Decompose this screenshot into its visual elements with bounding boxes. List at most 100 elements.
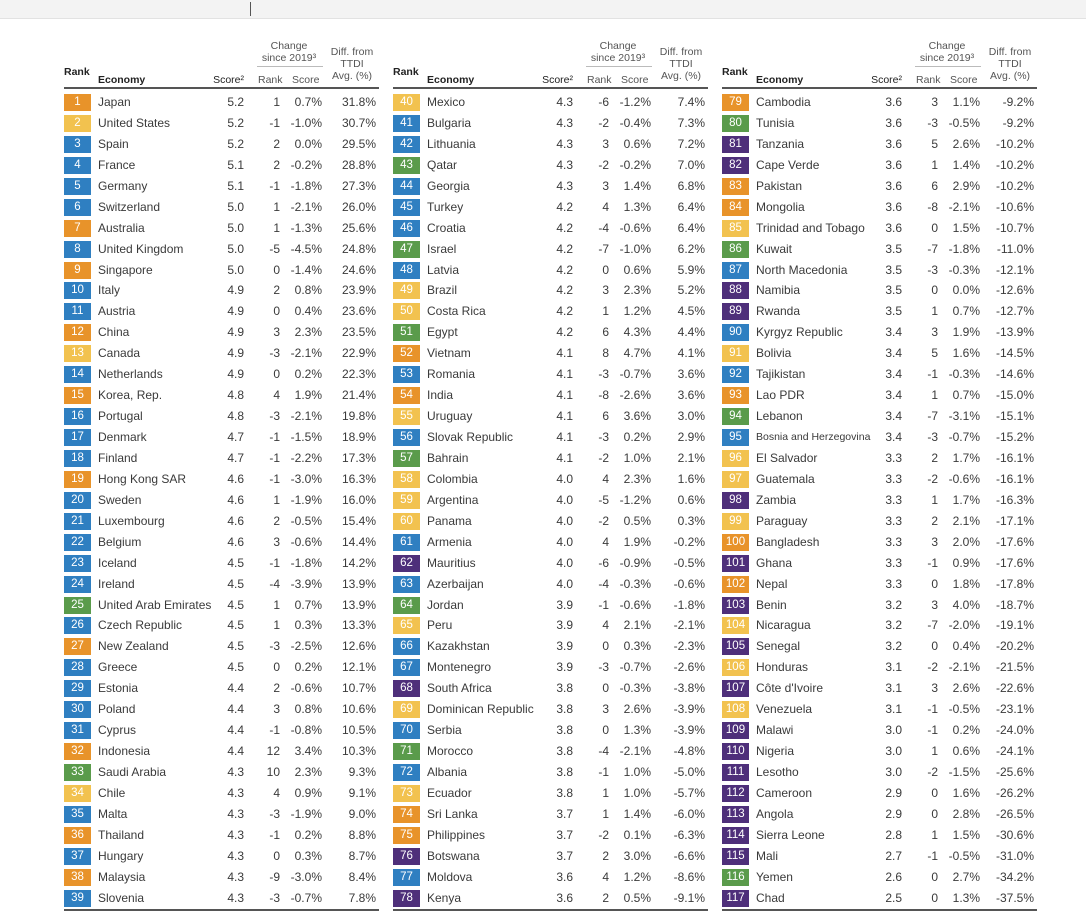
rank-badge: 61 (393, 533, 420, 551)
table-row: 82 Cape Verde 3.6 1 1.4% -10.2% (722, 155, 1037, 176)
score-change-value: -0.5% (290, 513, 322, 528)
diff-avg-value: -13.9% (995, 325, 1034, 340)
table-row: 14 Netherlands 4.9 0 0.2% 22.3% (64, 364, 379, 385)
rank-badge: 39 (64, 889, 91, 907)
rank-badge: 95 (722, 429, 749, 446)
score-change-value: -2.0% (948, 618, 980, 633)
score-change-value: 1.2% (623, 869, 651, 884)
diff-avg-value: 23.5% (341, 325, 376, 340)
change-group-subtitle: since 2019³ (590, 52, 646, 64)
score-value: 5.2 (227, 136, 244, 151)
score-value: 4.5 (227, 555, 244, 570)
rank-badge: 37 (64, 847, 91, 865)
table-row: 93 Lao PDR 3.4 1 0.7% -15.0% (722, 385, 1037, 406)
table-row: 21 Luxembourg 4.6 2 -0.5% 15.4% (64, 511, 379, 532)
diff-avg-value: 10.6% (341, 702, 376, 717)
score-change-value: 2.3% (294, 325, 322, 340)
rank-change-value: 0 (602, 639, 609, 654)
score-change-value: 2.1% (623, 618, 651, 633)
table-row: 84 Mongolia 3.6 -8 -2.1% -10.6% (722, 197, 1037, 218)
economy-name: Turkey (427, 199, 464, 214)
economy-name: Azerbaijan (427, 576, 484, 591)
diff-avg-value: 26.0% (341, 199, 376, 214)
score-value: 3.6 (885, 136, 902, 151)
rank-badge: 25 (64, 596, 91, 614)
score-value: 3.2 (885, 639, 902, 654)
diff-avg-value: 23.6% (341, 304, 376, 319)
economy-name: Colombia (427, 471, 478, 486)
table-row: 61 Armenia 4.0 4 1.9% -0.2% (393, 532, 708, 553)
table-row: 43 Qatar 4.3 -2 -0.2% 7.0% (393, 155, 708, 176)
rank-change-value: 1 (602, 304, 609, 319)
table-row: 78 Kenya 3.6 2 0.5% -9.1% (393, 888, 708, 909)
score-change-value: 2.0% (952, 534, 980, 549)
rank-badge: 66 (393, 638, 420, 656)
table-row: 33 Saudi Arabia 4.3 10 2.3% 9.3% (64, 762, 379, 783)
diff-avg-value: 23.9% (341, 283, 376, 298)
rank-badge: 48 (393, 261, 420, 279)
economy-name: Portugal (98, 409, 143, 424)
economy-name: Finland (98, 450, 138, 465)
score-value: 3.8 (556, 785, 573, 800)
diff-avg-value: -17.8% (995, 576, 1034, 591)
table-row: 72 Albania 3.8 -1 1.0% -5.0% (393, 762, 708, 783)
diff-avg-value: 15.4% (341, 513, 376, 528)
score-change-value: 2.3% (623, 283, 651, 298)
rank-change-value: 2 (273, 136, 280, 151)
table-row: 42 Lithuania 4.3 3 0.6% 7.2% (393, 134, 708, 155)
economy-name: Argentina (427, 492, 479, 507)
score-value: 4.3 (227, 869, 244, 884)
economy-name: India (427, 388, 454, 403)
rank-change-value: -1 (598, 597, 609, 612)
economy-name: Germany (98, 178, 148, 193)
economy-header: Economy (427, 74, 475, 86)
diff-avg-value: 16.0% (341, 492, 376, 507)
diff-avg-value: -19.1% (995, 618, 1034, 633)
rank-badge: 60 (393, 512, 420, 530)
rank-change-value: -2 (927, 660, 938, 675)
score-value: 3.0 (885, 723, 902, 738)
economy-name: Benin (756, 597, 787, 612)
score-change-value: 0.9% (952, 555, 980, 570)
score-value: 3.8 (556, 744, 573, 759)
economy-name: Mexico (427, 95, 466, 109)
table-row: 34 Chile 4.3 4 0.9% 9.1% (64, 783, 379, 804)
economy-name: Yemen (756, 869, 793, 884)
economy-name: United Kingdom (98, 241, 184, 256)
table-row: 71 Morocco 3.8 -4 -2.1% -4.8% (393, 741, 708, 762)
score-value: 5.0 (227, 262, 244, 277)
diff-unit-header: Avg. (%) (989, 70, 1031, 82)
economy-name: United States (98, 115, 171, 130)
score-value: 4.1 (556, 388, 573, 403)
score-change-value: 0.3% (294, 848, 322, 863)
score-change-value: -0.2% (619, 157, 651, 172)
economy-name: France (98, 157, 136, 172)
score-change-value: -0.3% (619, 576, 651, 591)
economy-name: Bulgaria (427, 115, 472, 130)
table-row: 69 Dominican Republic 3.8 3 2.6% -3.9% (393, 699, 708, 720)
diff-avg-value: -31.0% (995, 848, 1034, 863)
rank-badge: 23 (64, 554, 91, 572)
diff-avg-value: -3.9% (673, 702, 705, 717)
economy-name: Angola (756, 806, 794, 821)
rank-badge: 35 (64, 805, 91, 823)
diff-avg-value: -11.0% (996, 241, 1034, 256)
rank-change-value: 1 (931, 827, 938, 842)
economy-name: Lao PDR (756, 388, 805, 403)
rank-badge: 96 (722, 449, 749, 467)
score-change-value: -1.9% (290, 492, 322, 507)
economy-name: Romania (427, 367, 476, 382)
score-value: 4.9 (227, 283, 244, 298)
economy-name: Denmark (98, 430, 147, 444)
rank-change-value: -5 (269, 241, 280, 256)
table-row: 75 Philippines 3.7 -2 0.1% -6.3% (393, 825, 708, 846)
score-change-value: -3.0% (290, 471, 322, 486)
table-row: 8 United Kingdom 5.0 -5 -4.5% 24.8% (64, 239, 379, 260)
score-value: 4.3 (556, 157, 573, 172)
diff-avg-value: -2.6% (673, 660, 705, 675)
table-row: 83 Pakistan 3.6 6 2.9% -10.2% (722, 176, 1037, 197)
economy-name: Australia (98, 220, 145, 235)
rank-badge: 109 (722, 722, 749, 740)
rank-change-value: 0 (273, 262, 280, 277)
score-change-value: 0.6% (623, 262, 651, 277)
